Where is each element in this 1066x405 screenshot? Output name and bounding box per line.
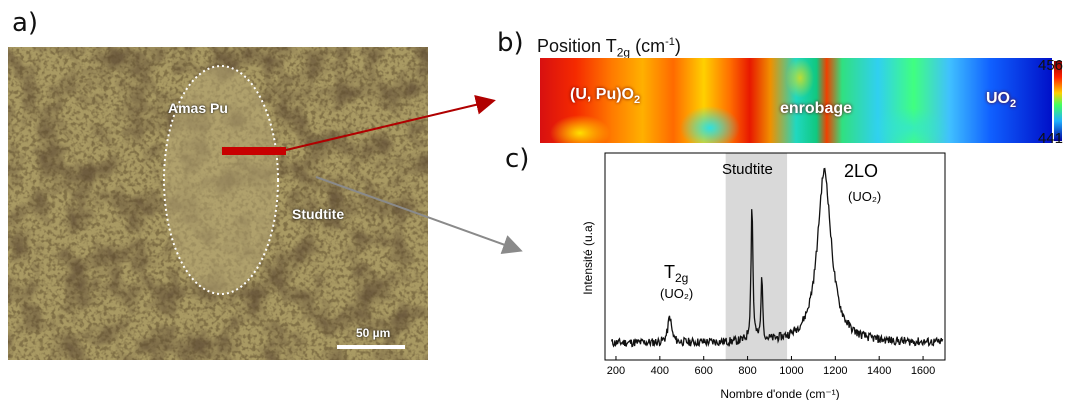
panel-label-a: a): [12, 8, 39, 38]
scale-bar-label: 50 µm: [356, 326, 391, 340]
x-tick-label: 1400: [867, 365, 891, 377]
x-tick-label: 1600: [911, 365, 935, 377]
studtite-band-label: Studtite: [722, 161, 773, 178]
studtite-label: Studtite: [292, 206, 345, 222]
arrow-to-map: [285, 94, 496, 151]
studtite-shaded-band: [725, 153, 788, 360]
amas-pu-label: Amas Pu: [168, 100, 228, 116]
x-tick-label: 400: [651, 365, 669, 377]
map-title: Position T2g (cm-1): [537, 36, 681, 60]
x-tick-label: 600: [695, 365, 713, 377]
map-label-upu-oxide: (U, Pu)O2: [570, 86, 641, 107]
x-tick-label: 800: [738, 365, 756, 377]
plot-frame: [604, 152, 946, 361]
panel-label-c: c): [505, 144, 530, 174]
colorbar-min-label: 441: [1038, 130, 1064, 147]
map-label-uo2: UO2: [986, 90, 1017, 111]
map-label-enrobage: enrobage: [780, 100, 853, 117]
peak-label-t2g: T2g: [664, 262, 688, 285]
optical-micrograph: Amas Pu Studtite: [8, 47, 428, 360]
x-tick-label: 1200: [823, 365, 847, 377]
arrow-to-spectrum: [315, 176, 523, 254]
y-axis-label: Intensité (u.a): [581, 221, 595, 294]
micrograph-image: [8, 47, 428, 360]
colorbar: [1054, 61, 1062, 141]
peak-label-t2g-uo2: (UO₂): [660, 286, 693, 301]
pu-cluster-outline: [163, 65, 279, 295]
spectrum-chart: 200 400 600 800 1000 1200 1400 1600 Nombre d'on…: [581, 152, 946, 401]
x-tick-label: 1000: [779, 365, 803, 377]
peak-label-2lo: 2LO: [844, 161, 878, 181]
panel-label-b: b): [497, 28, 524, 58]
colorbar-max-label: 456: [1038, 57, 1064, 74]
x-tick-label: 200: [607, 365, 625, 377]
x-axis-label: Nombre d'onde (cm⁻¹): [720, 387, 839, 400]
raman-spectrum: 200 400 600 800 1000 1200 1400 1600 Nombre d'on…: [560, 148, 960, 401]
spectrum-series-line: [610, 167, 944, 348]
heatmap-image: [540, 58, 1052, 151]
peak-label-2lo-uo2: (UO₂): [848, 189, 881, 204]
raman-position-map: (U, Pu)O2 enrobage UO2: [540, 58, 1052, 151]
x-axis-ticks: 200 400 600 800 1000 1200 1400 1600: [607, 356, 935, 377]
scale-bar: [337, 345, 405, 349]
